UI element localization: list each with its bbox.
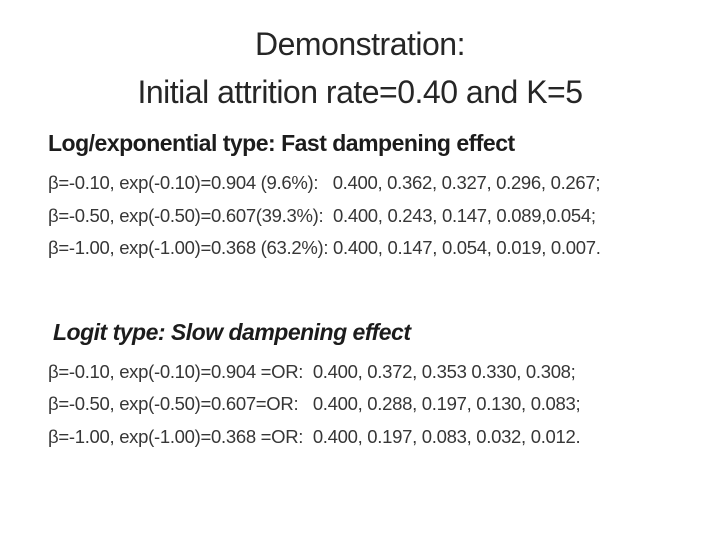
slide-content: Log/exponential type: Fast dampening eff…: [0, 130, 720, 453]
body-line: β=-1.00, exp(-1.00)=0.368 (63.2%): 0.400…: [48, 237, 601, 258]
section-heading-log-exponential: Log/exponential type: Fast dampening eff…: [48, 130, 515, 156]
slide-title: Demonstration: Initial attrition rate=0.…: [0, 0, 720, 116]
body-line: β=-0.10, exp(-0.10)=0.904 =OR: 0.400, 0.…: [48, 360, 576, 382]
body-line: β=-1.00, exp(-1.00)=0.368 =OR: 0.400, 0.…: [48, 425, 581, 447]
section-body-log-exponential: β=-0.10, exp(-0.10)=0.904 (9.6%): 0.400,…: [48, 167, 710, 265]
section-body-logit: β=-0.10, exp(-0.10)=0.904 =OR: 0.400, 0.…: [48, 356, 710, 454]
section-log-exponential: Log/exponential type: Fast dampening eff…: [48, 130, 710, 265]
section-logit: Logit type: Slow dampening effect β=-0.1…: [48, 319, 710, 454]
section-heading-logit: Logit type: Slow dampening effect: [53, 318, 411, 345]
body-line: β=-0.10, exp(-0.10)=0.904 (9.6%): 0.400,…: [48, 172, 601, 193]
slide-title-line-2: Initial attrition rate=0.40 and K=5: [137, 74, 583, 110]
slide-title-line-1: Demonstration:: [255, 26, 465, 62]
body-line: β=-0.50, exp(-0.50)=0.607(39.3%): 0.400,…: [48, 204, 596, 226]
body-line: β=-0.50, exp(-0.50)=0.607=OR: 0.400, 0.2…: [48, 393, 581, 414]
